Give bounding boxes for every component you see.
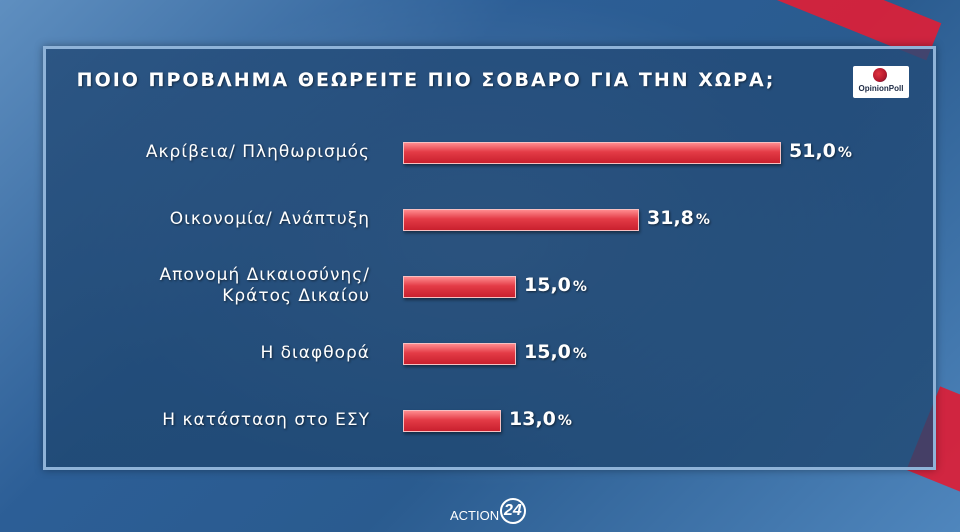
action24-logo-text: ACTION: [450, 508, 500, 523]
value-unit: %: [557, 413, 572, 429]
bar: [403, 209, 639, 231]
category-label: Ακρίβεια/ Πληθωρισμός: [145, 141, 370, 162]
value-unit: %: [572, 279, 587, 295]
opinionpoll-logo-text: OpinionPoll: [858, 84, 904, 93]
bar: [403, 343, 516, 365]
value-label: 15,0%: [524, 274, 587, 296]
value-label: 15,0%: [524, 341, 587, 363]
value-unit: %: [837, 145, 852, 161]
bar: [403, 276, 516, 298]
value-unit: %: [695, 212, 710, 228]
opinionpoll-logo: OpinionPoll: [853, 66, 909, 98]
category-label: Απονομή Δικαιοσύνης/ Κράτος Δικαίου: [159, 265, 370, 306]
chart-panel: ΠΟΙΟ ΠΡΟΒΛΗΜΑ ΘΕΩΡΕΙΤΕ ΠΙΟ ΣΟΒΑΡΟ ΓΙΑ ΤΗ…: [43, 46, 936, 470]
category-label: Οικονομία/ Ανάπτυξη: [169, 208, 370, 229]
value-number: 15,0: [524, 274, 571, 296]
value-unit: %: [572, 346, 587, 362]
action24-logo-circle: [500, 498, 526, 524]
value-number: 13,0: [509, 408, 556, 430]
category-label: Η κατάσταση στο ΕΣΥ: [162, 409, 370, 430]
value-label: 51,0%: [789, 140, 852, 162]
chart-title: ΠΟΙΟ ΠΡΟΒΛΗΜΑ ΘΕΩΡΕΙΤΕ ΠΙΟ ΣΟΒΑΡΟ ΓΙΑ ΤΗ…: [76, 69, 776, 91]
bar: [403, 142, 781, 164]
value-label: 31,8%: [647, 207, 710, 229]
value-number: 31,8: [647, 207, 694, 229]
value-label: 13,0%: [509, 408, 572, 430]
bar: [403, 410, 501, 432]
value-number: 51,0: [789, 140, 836, 162]
action24-logo-number: 24: [504, 502, 522, 519]
category-label: Η διαφθορά: [260, 342, 370, 363]
opinionpoll-logo-icon: [873, 68, 887, 82]
value-number: 15,0: [524, 341, 571, 363]
